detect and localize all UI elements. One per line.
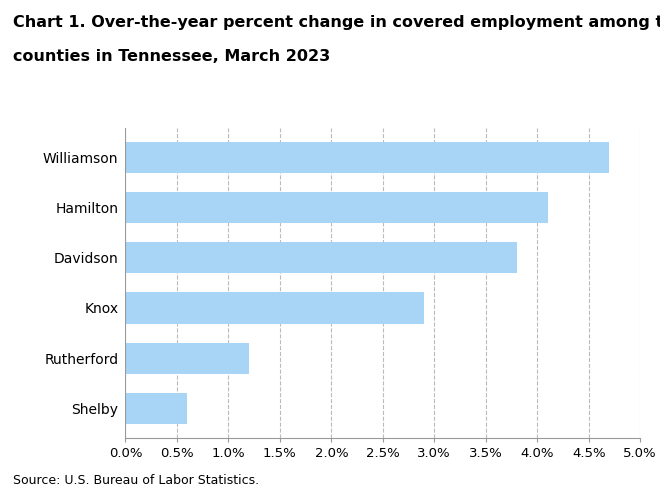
Bar [125,292,424,324]
Bar [125,142,609,173]
Text: Source: U.S. Bureau of Labor Statistics.: Source: U.S. Bureau of Labor Statistics. [13,474,259,487]
Bar [125,242,517,274]
Bar [125,342,249,373]
Text: Chart 1. Over-the-year percent change in covered employment among the largest: Chart 1. Over-the-year percent change in… [13,15,660,30]
Text: counties in Tennessee, March 2023: counties in Tennessee, March 2023 [13,49,331,64]
Bar [125,393,187,424]
Bar [125,192,548,223]
